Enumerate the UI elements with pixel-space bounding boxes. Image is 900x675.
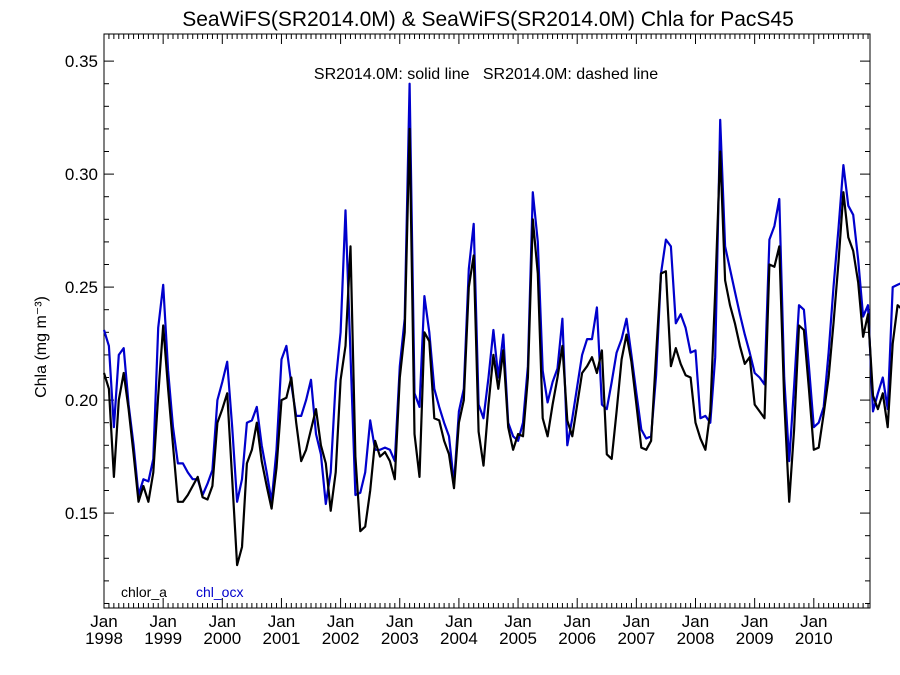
x-tick-label-year: 2010 (795, 629, 833, 648)
legend-label-chlor-a: chlor_a (121, 584, 167, 600)
y-tick-labels: 0.15 0.20 0.25 0.30 0.35 (65, 52, 98, 523)
chart-title: SeaWiFS(SR2014.0M) & SeaWiFS(SR2014.0M) … (182, 8, 794, 31)
series-lines (102, 82, 900, 567)
x-tick-label-month: Jan (445, 612, 472, 631)
x-tick-label-year: 2002 (322, 629, 360, 648)
y-tick-label: 0.30 (65, 165, 98, 184)
legend: chlor_a chl_ocx (121, 584, 243, 600)
x-tick-label-year: 2001 (263, 629, 301, 648)
y-tick-label: 0.35 (65, 52, 98, 71)
x-tick-label-month: Jan (800, 612, 827, 631)
x-tick-label-month: Jan (209, 612, 236, 631)
x-tick-label-year: 2008 (677, 629, 715, 648)
x-tick-label-year: 2006 (558, 629, 596, 648)
x-tick-label-month: Jan (623, 612, 650, 631)
x-tick-labels: Jan1998Jan1999Jan2000Jan2001Jan2002Jan20… (85, 612, 833, 648)
x-tick-label-year: 1999 (144, 629, 182, 648)
y-tick-label: 0.15 (65, 504, 98, 523)
x-tick-label-year: 2003 (381, 629, 419, 648)
x-tick-label-month: Jan (90, 612, 117, 631)
x-tick-label-month: Jan (386, 612, 413, 631)
x-tick-label-year: 2004 (440, 629, 478, 648)
series-line-chlor-a (102, 127, 900, 567)
x-tick-label-month: Jan (563, 612, 590, 631)
x-tick-label-month: Jan (682, 612, 709, 631)
x-tick-label-year: 2000 (203, 629, 241, 648)
x-tick-label-month: Jan (149, 612, 176, 631)
legend-label-chl-ocx: chl_ocx (196, 584, 243, 600)
x-tick-label-year: 2009 (736, 629, 774, 648)
plot-frame (103, 33, 871, 609)
x-tick-label-month: Jan (327, 612, 354, 631)
x-tick-label-month: Jan (268, 612, 295, 631)
y-axis-label: Chla (mg m⁻³) (33, 296, 50, 398)
chart-subtitle: SR2014.0M: solid line SR2014.0M: dashed … (314, 66, 658, 83)
x-tick-label-month: Jan (741, 612, 768, 631)
y-tick-label: 0.25 (65, 278, 98, 297)
plot-area (102, 33, 900, 609)
x-tick-label-year: 2007 (617, 629, 655, 648)
x-tick-label-year: 1998 (85, 629, 123, 648)
x-tick-label-year: 2005 (499, 629, 537, 648)
y-tick-label: 0.20 (65, 391, 98, 410)
x-tick-label-month: Jan (504, 612, 531, 631)
axis-ticks (103, 34, 870, 608)
